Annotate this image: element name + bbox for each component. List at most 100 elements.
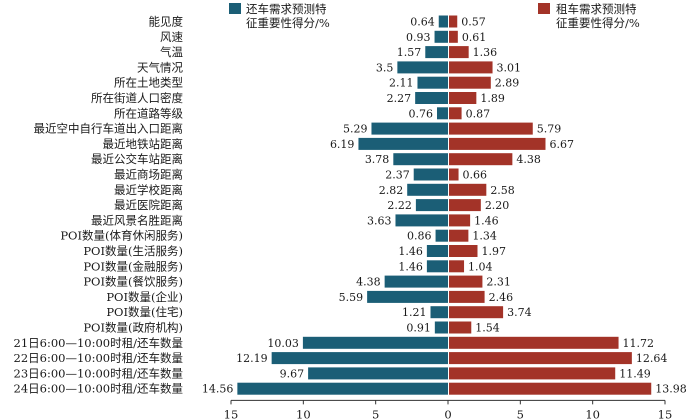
return-value-label: 1.46 [398, 245, 423, 258]
legend-swatch-return [229, 3, 241, 14]
legend-label-return-line1: 还车需求预测特 [246, 2, 327, 16]
category-label: 天气情况 [137, 60, 183, 74]
category-label: POI数量(金融服务) [83, 259, 183, 273]
rent-value-label: 1.34 [472, 230, 497, 243]
rent-value-label: 4.38 [516, 153, 541, 166]
category-label: 最近空中自行车道出入口距离 [34, 122, 184, 136]
rent-value-label: 0.87 [466, 107, 491, 120]
return-bar [367, 290, 448, 303]
category-label: 所在街道人口密度 [91, 91, 183, 105]
return-bar [358, 137, 448, 150]
rent-value-label: 3.01 [497, 61, 522, 74]
x-tick-label: 10 [296, 407, 311, 420]
rent-value-label: 0.57 [461, 16, 486, 29]
return-bar [413, 168, 448, 181]
return-bar [435, 229, 448, 242]
category-label: 最近医院距离 [114, 198, 183, 212]
rent-bar [449, 199, 481, 212]
return-value-labels: 0.64 0.93 1.573.5 2.11 2.27 0.76 5.29 6.19 3.78 2… [202, 16, 435, 396]
return-value-label: 5.59 [339, 291, 364, 304]
rent-bar [449, 15, 458, 28]
rent-bar [449, 275, 483, 288]
rent-value-label: 6.67 [549, 138, 574, 151]
return-bar [308, 367, 448, 380]
return-value-label: 0.86 [407, 230, 432, 243]
return-value-label: 14.56 [202, 383, 234, 396]
category-label: POI数量(企业) [106, 290, 183, 304]
rent-value-label: 1.54 [475, 322, 500, 335]
return-value-label: 10.03 [267, 337, 299, 350]
return-value-label: 0.64 [410, 16, 435, 29]
rent-value-label: 11.72 [623, 337, 655, 350]
category-label: POI数量(住宅) [106, 305, 183, 319]
rent-value-labels: 0.57 0.61 1.36 3.01 2.89 1.89 0.87 5.79 6.67 4.38… [461, 16, 686, 396]
rent-bar [449, 382, 652, 395]
rent-bar [449, 214, 471, 227]
rent-value-label: 1.97 [481, 245, 506, 258]
rent-bar [449, 321, 472, 334]
rent-bar [449, 290, 485, 303]
category-label: POI数量(政府机构) [83, 321, 183, 335]
return-bar [384, 275, 448, 288]
category-label: POI数量(餐饮服务) [83, 275, 183, 289]
x-tick-label: 10 [585, 407, 600, 420]
return-value-label: 2.82 [379, 184, 404, 197]
rent-bar [449, 30, 458, 43]
return-bar [426, 245, 448, 257]
rent-bar [449, 92, 477, 104]
rent-value-label: 12.64 [636, 352, 668, 365]
rent-value-label: 2.46 [489, 291, 514, 304]
return-value-label: 6.19 [330, 138, 355, 151]
return-value-label: 2.11 [389, 77, 414, 90]
category-label: 所在道路等级 [114, 106, 183, 120]
return-value-label: 3.5 [376, 61, 394, 74]
x-axis: 15 10 5 0 5 10 15 [224, 399, 672, 420]
rent-bar [449, 46, 469, 59]
x-tick-label: 0 [444, 407, 451, 420]
return-bar [425, 46, 448, 59]
rent-bar [449, 367, 616, 380]
rent-value-label: 2.31 [486, 276, 511, 289]
legend-label-rent-line1: 租车需求预测特 [556, 2, 637, 16]
return-value-label: 2.37 [385, 169, 410, 182]
return-value-label: 3.63 [367, 214, 392, 227]
category-label: 最近商场距离 [114, 168, 183, 182]
rent-value-label: 11.49 [619, 367, 651, 380]
return-value-label: 4.38 [356, 276, 381, 289]
rent-bar [449, 260, 465, 273]
rent-bar [449, 183, 487, 196]
category-label: 最近风景名胜距离 [91, 213, 183, 227]
return-bar [407, 183, 448, 196]
rent-value-label: 1.89 [480, 92, 505, 105]
return-bar [434, 321, 448, 334]
rent-value-label: 1.36 [473, 46, 498, 59]
rent-value-label: 13.98 [655, 383, 687, 396]
return-bar [415, 199, 448, 212]
rent-value-label: 0.66 [463, 169, 488, 182]
rent-bar [449, 245, 478, 257]
return-value-label: 12.19 [236, 352, 268, 365]
return-value-label: 0.91 [406, 322, 431, 335]
rent-bar [449, 352, 632, 365]
rent-value-label: 1.46 [474, 214, 499, 227]
legend-label-return-line2: 征重要性得分/% [246, 16, 330, 30]
return-bar [371, 122, 448, 135]
return-bars [237, 15, 448, 395]
category-label: 最近公交车站距离 [91, 152, 183, 166]
return-bar [417, 76, 448, 89]
return-value-label: 1.46 [398, 260, 423, 273]
x-tick-label: 15 [224, 407, 239, 420]
rent-bar [449, 306, 504, 319]
rent-value-label: 0.61 [462, 31, 487, 44]
x-tick-label: 5 [372, 407, 379, 420]
return-value-label: 5.29 [343, 123, 368, 136]
return-bar [271, 352, 448, 365]
x-tick-label: 5 [517, 407, 524, 420]
return-value-label: 1.21 [402, 306, 427, 319]
rent-value-label: 2.58 [490, 184, 514, 197]
category-label: 23日6:00—10:00时租/还车数量 [14, 366, 183, 380]
category-label: 所在土地类型 [114, 76, 183, 90]
return-bar [237, 382, 448, 395]
return-value-label: 3.78 [365, 153, 390, 166]
